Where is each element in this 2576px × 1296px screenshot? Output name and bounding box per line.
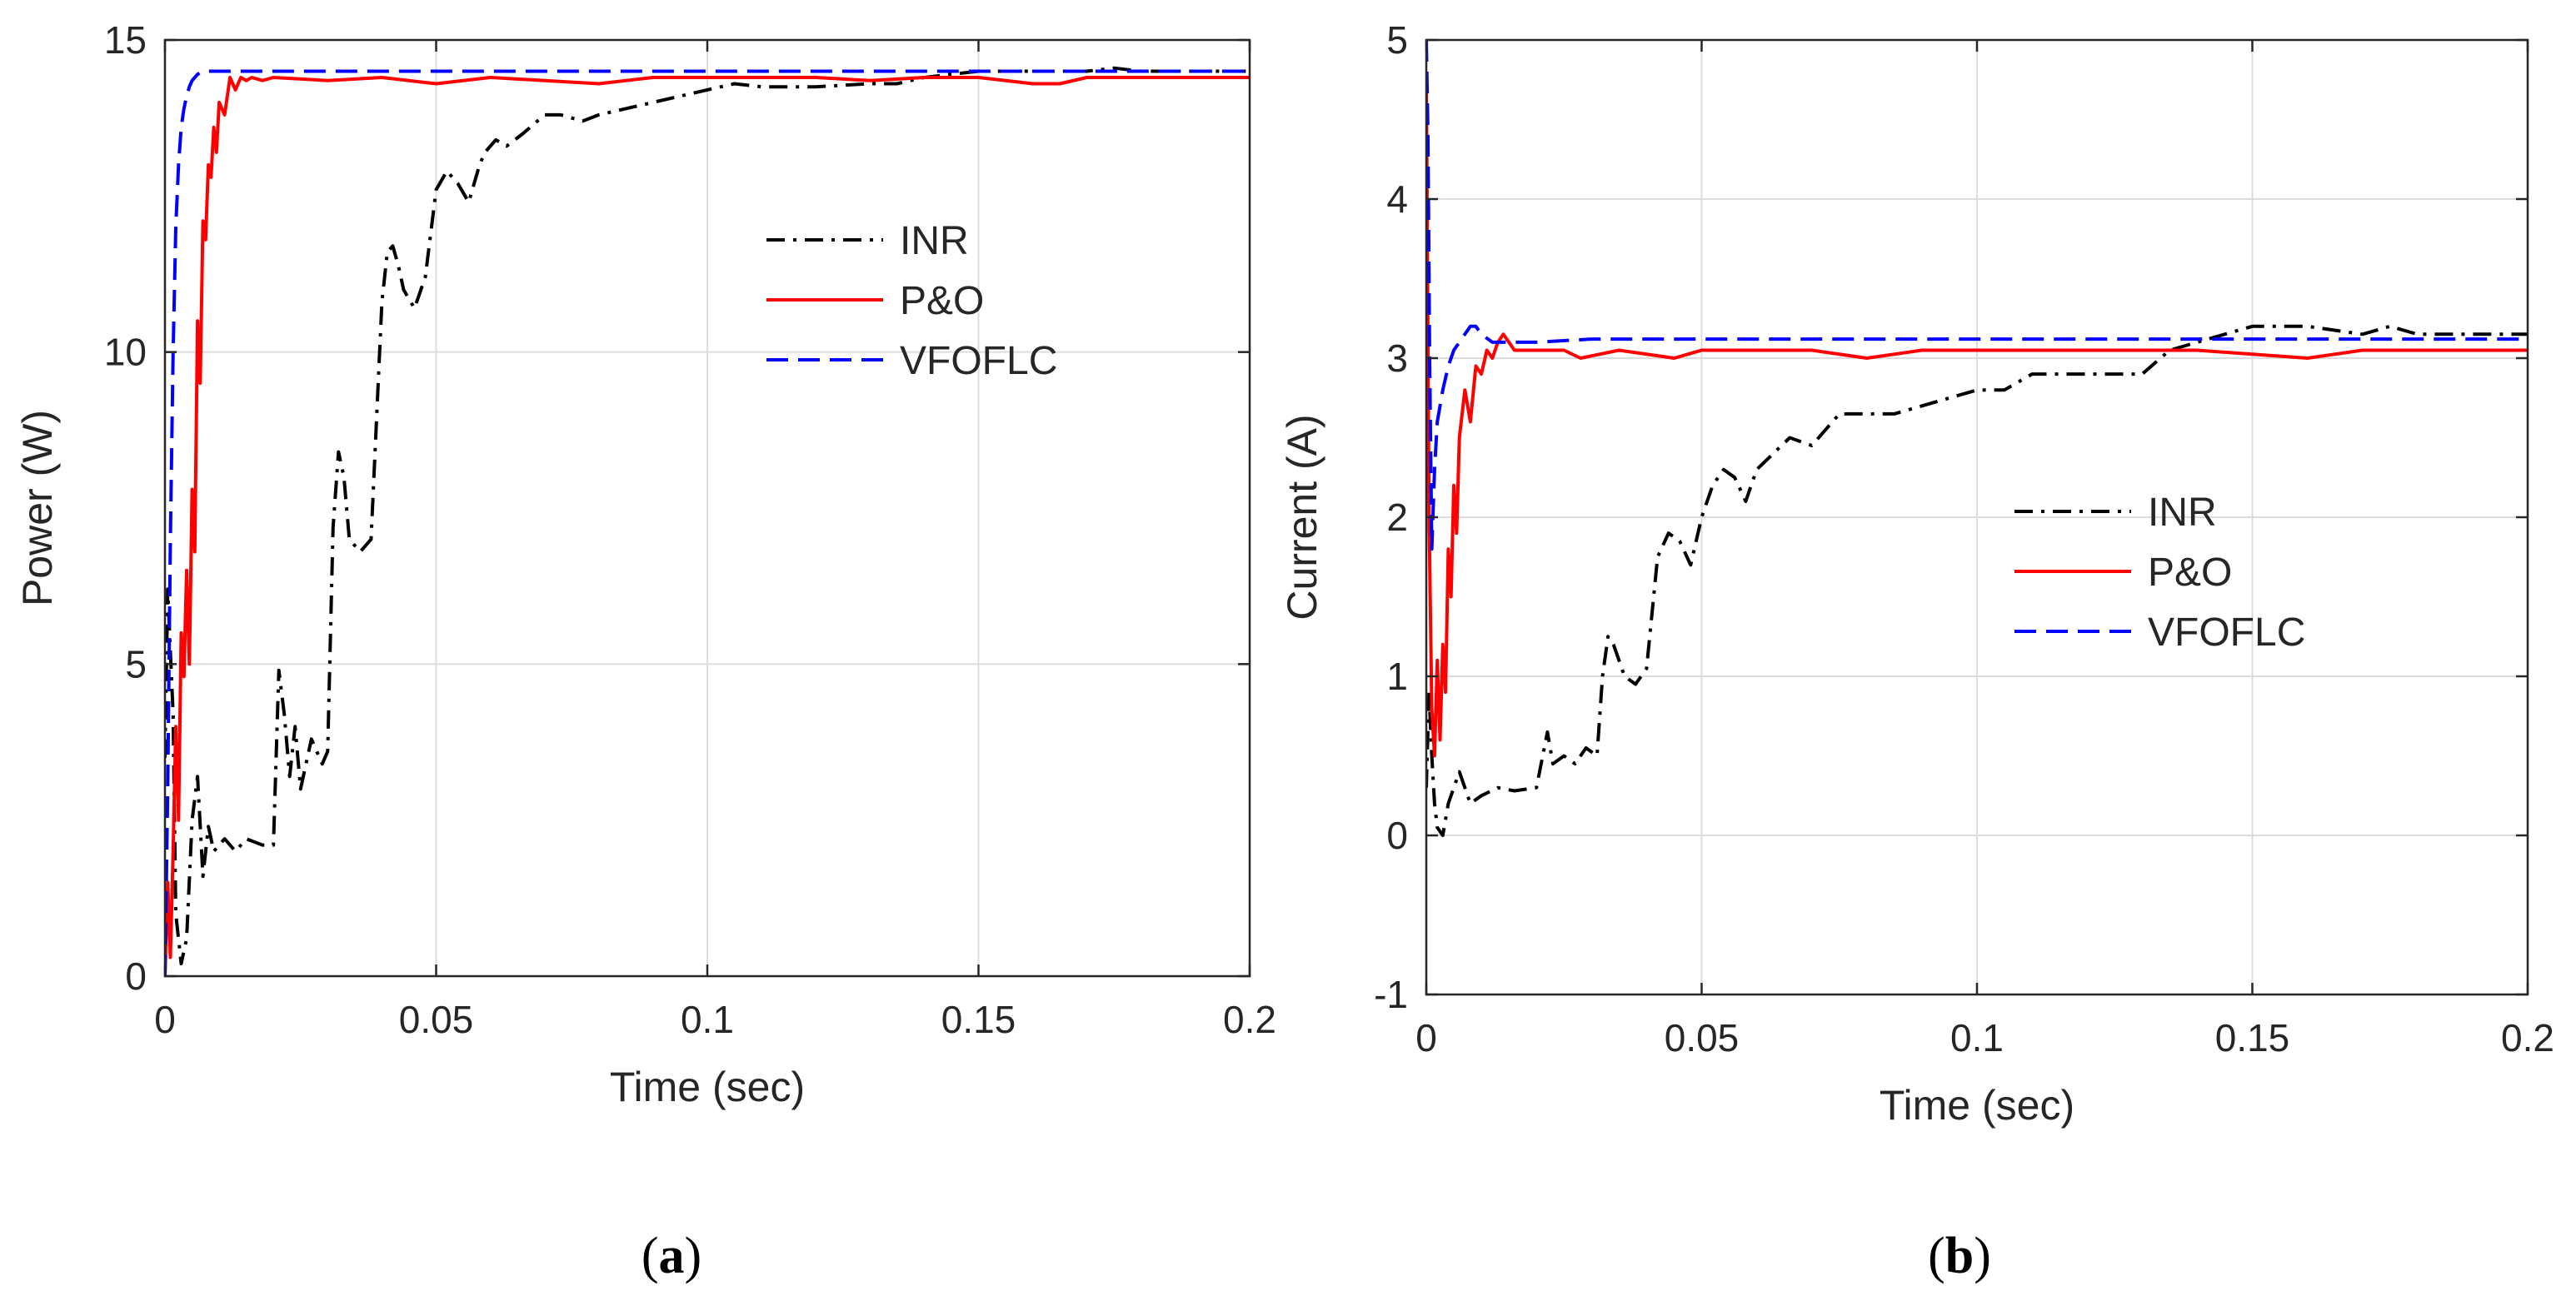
legend-label-po: P&O (2148, 551, 2232, 595)
legend-label-po: P&O (900, 279, 984, 323)
y-tick-label: 15 (104, 18, 147, 62)
series-line-po (1426, 72, 2528, 758)
x-tick-label: 0.1 (1950, 1016, 2004, 1059)
x-tick-label: 0.05 (1665, 1016, 1740, 1059)
series-line-po (165, 76, 1250, 976)
y-tick-label: 5 (1386, 18, 1408, 62)
x-tick-label: 0 (154, 998, 176, 1041)
y-tick-label: 3 (1386, 336, 1408, 380)
legend-label-vfoflc: VFOFLC (2148, 611, 2305, 655)
series-line-vfoflc (165, 69, 1250, 976)
x-tick-label: 0.2 (1223, 998, 1276, 1041)
caption-a: (a) (642, 1228, 701, 1284)
x-tick-label: 0.05 (399, 998, 474, 1041)
legend-label-vfoflc: VFOFLC (900, 339, 1057, 383)
panel-a-power-chart: 0 0.05 0.1 0.15 0.2 0 5 10 15 Time (sec) Power (W)… (14, 18, 1276, 1110)
x-tick-label: 0 (1415, 1016, 1437, 1059)
y-axis-label: Current (A) (1279, 414, 1325, 620)
x-tick-label: 0.1 (681, 998, 734, 1041)
legend: INR P&O VFOFLC (766, 219, 1057, 383)
y-tick-label: 0 (125, 955, 147, 998)
y-tick-label: 1 (1386, 655, 1408, 698)
legend: INR P&O VFOFLC (2014, 491, 2305, 655)
x-tick-label: 0.15 (2215, 1016, 2290, 1059)
series-line-inr (1426, 324, 2528, 837)
x-axis-label: Time (sec) (610, 1064, 805, 1110)
y-tick-label: -1 (1374, 973, 1408, 1016)
series-line-inr (165, 66, 1250, 965)
series-line-vfoflc (1426, 40, 2528, 551)
legend-label-inr: INR (2148, 491, 2217, 535)
y-tick-label: 10 (104, 331, 147, 374)
y-axis-label: Power (W) (14, 410, 61, 606)
x-tick-label: 0.2 (2501, 1016, 2554, 1059)
y-tick-label: 2 (1386, 496, 1408, 539)
legend-label-inr: INR (900, 219, 969, 263)
y-tick-label: 5 (125, 642, 147, 685)
caption-b: (b) (1928, 1228, 1991, 1284)
x-axis-label: Time (sec) (1880, 1082, 2074, 1129)
y-tick-label: 0 (1386, 814, 1408, 857)
y-tick-label: 4 (1386, 177, 1408, 221)
x-tick-label: 0.15 (941, 998, 1016, 1041)
